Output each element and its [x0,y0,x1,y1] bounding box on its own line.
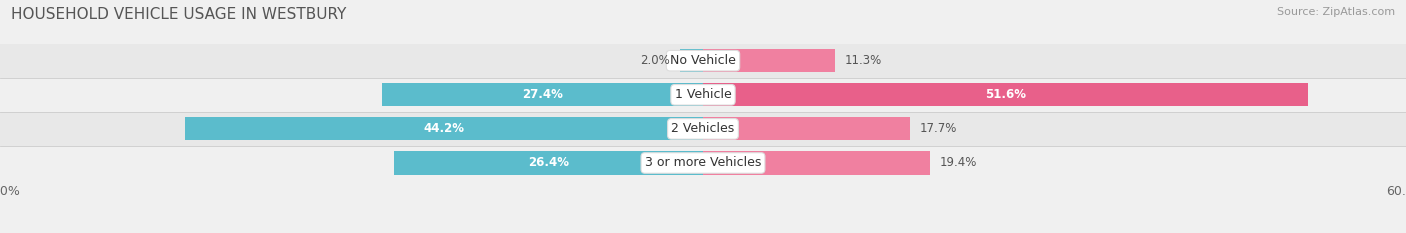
Bar [703,151,931,175]
Text: 17.7%: 17.7% [920,122,957,135]
Bar [186,117,703,140]
Bar [703,117,911,140]
Bar [394,151,703,175]
Text: HOUSEHOLD VEHICLE USAGE IN WESTBURY: HOUSEHOLD VEHICLE USAGE IN WESTBURY [11,7,347,22]
Text: Source: ZipAtlas.com: Source: ZipAtlas.com [1277,7,1395,17]
Text: 3 or more Vehicles: 3 or more Vehicles [645,157,761,169]
Text: 51.6%: 51.6% [984,88,1026,101]
Text: 2.0%: 2.0% [641,54,671,67]
Bar [0,44,1406,78]
Text: 19.4%: 19.4% [939,157,977,169]
Bar [703,49,835,72]
Text: 27.4%: 27.4% [522,88,562,101]
Text: 1 Vehicle: 1 Vehicle [675,88,731,101]
Bar [0,146,1406,180]
Bar [0,112,1406,146]
Text: 11.3%: 11.3% [845,54,882,67]
Bar [679,49,703,72]
Text: No Vehicle: No Vehicle [671,54,735,67]
Text: 2 Vehicles: 2 Vehicles [672,122,734,135]
Text: 26.4%: 26.4% [527,157,569,169]
Bar [703,83,1308,106]
Bar [382,83,703,106]
Bar [0,78,1406,112]
Text: 44.2%: 44.2% [423,122,464,135]
